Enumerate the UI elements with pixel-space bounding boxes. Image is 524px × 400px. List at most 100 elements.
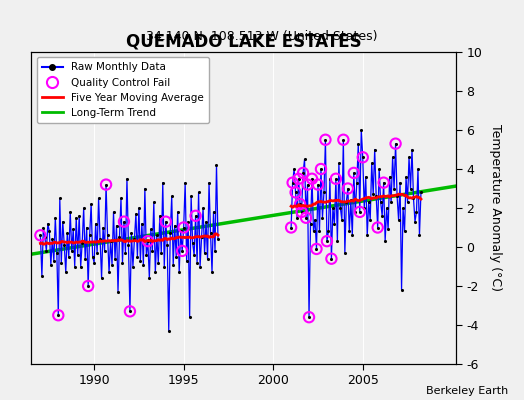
Point bbox=[311, 216, 319, 223]
Point bbox=[96, 236, 104, 242]
Point bbox=[356, 209, 364, 215]
Point bbox=[147, 226, 155, 233]
Point bbox=[66, 209, 74, 215]
Point bbox=[303, 182, 312, 188]
Point bbox=[287, 224, 296, 231]
Point bbox=[379, 180, 388, 186]
Point bbox=[406, 185, 414, 192]
Point bbox=[123, 176, 131, 182]
Point bbox=[75, 213, 83, 219]
Point bbox=[148, 248, 157, 254]
Point bbox=[206, 230, 215, 236]
Point bbox=[202, 218, 210, 225]
Text: 34.140 N, 108.513 W (United States): 34.140 N, 108.513 W (United States) bbox=[146, 30, 378, 43]
Point bbox=[303, 182, 312, 188]
Point bbox=[194, 189, 203, 196]
Point bbox=[39, 224, 48, 231]
Point bbox=[350, 170, 358, 176]
Point bbox=[124, 242, 133, 248]
Point bbox=[126, 308, 134, 314]
Point bbox=[417, 189, 425, 196]
Point bbox=[81, 256, 90, 262]
Point bbox=[129, 263, 137, 270]
Point bbox=[307, 220, 315, 227]
Point bbox=[85, 232, 94, 238]
Point bbox=[339, 136, 347, 143]
Point bbox=[97, 275, 106, 282]
Point bbox=[294, 176, 303, 182]
Point bbox=[111, 256, 119, 262]
Point bbox=[308, 176, 316, 182]
Point bbox=[51, 214, 60, 221]
Point bbox=[115, 234, 124, 240]
Point bbox=[357, 127, 365, 133]
Point bbox=[182, 258, 191, 264]
Point bbox=[108, 261, 116, 268]
Point bbox=[54, 312, 62, 318]
Point bbox=[315, 228, 324, 234]
Point bbox=[94, 195, 103, 202]
Point bbox=[132, 211, 140, 217]
Point bbox=[133, 254, 141, 260]
Point bbox=[320, 189, 328, 196]
Point bbox=[309, 228, 318, 234]
Point bbox=[189, 240, 197, 246]
Point bbox=[89, 254, 97, 260]
Point bbox=[173, 209, 182, 215]
Point bbox=[354, 140, 363, 147]
Point bbox=[112, 222, 121, 229]
Point bbox=[414, 166, 422, 172]
Point bbox=[365, 199, 373, 205]
Point bbox=[293, 214, 301, 221]
Point bbox=[386, 174, 394, 180]
Point bbox=[103, 232, 112, 238]
Point bbox=[117, 195, 125, 202]
Point bbox=[323, 238, 331, 244]
Point bbox=[59, 218, 67, 225]
Point bbox=[166, 230, 174, 236]
Point bbox=[181, 180, 189, 186]
Point bbox=[372, 193, 380, 200]
Point bbox=[184, 218, 192, 225]
Point bbox=[332, 176, 340, 182]
Point bbox=[191, 213, 200, 219]
Point bbox=[411, 218, 419, 225]
Point bbox=[172, 254, 180, 260]
Point bbox=[205, 180, 213, 186]
Point bbox=[145, 275, 154, 282]
Point bbox=[296, 201, 304, 207]
Point bbox=[165, 328, 173, 334]
Point bbox=[121, 250, 129, 256]
Point bbox=[48, 236, 57, 242]
Point bbox=[140, 185, 149, 192]
Point bbox=[180, 224, 188, 231]
Point bbox=[366, 216, 375, 223]
Point bbox=[387, 199, 395, 205]
Point bbox=[152, 232, 161, 238]
Point bbox=[151, 269, 159, 276]
Point bbox=[346, 197, 355, 203]
Point bbox=[333, 238, 342, 244]
Point bbox=[302, 214, 310, 221]
Point bbox=[339, 136, 347, 143]
Point bbox=[356, 209, 364, 215]
Point bbox=[69, 226, 78, 233]
Point bbox=[38, 273, 46, 280]
Point bbox=[175, 269, 183, 276]
Point bbox=[99, 224, 107, 231]
Point bbox=[305, 314, 313, 320]
Point bbox=[312, 246, 321, 252]
Point bbox=[379, 180, 388, 186]
Point bbox=[337, 216, 346, 223]
Point bbox=[71, 263, 79, 270]
Point bbox=[363, 232, 372, 238]
Point bbox=[324, 228, 333, 234]
Point bbox=[332, 176, 340, 182]
Point bbox=[105, 269, 113, 276]
Point bbox=[416, 232, 424, 238]
Point bbox=[90, 259, 99, 266]
Point bbox=[190, 252, 198, 258]
Point bbox=[200, 250, 209, 256]
Point bbox=[353, 180, 361, 186]
Point bbox=[370, 146, 379, 153]
